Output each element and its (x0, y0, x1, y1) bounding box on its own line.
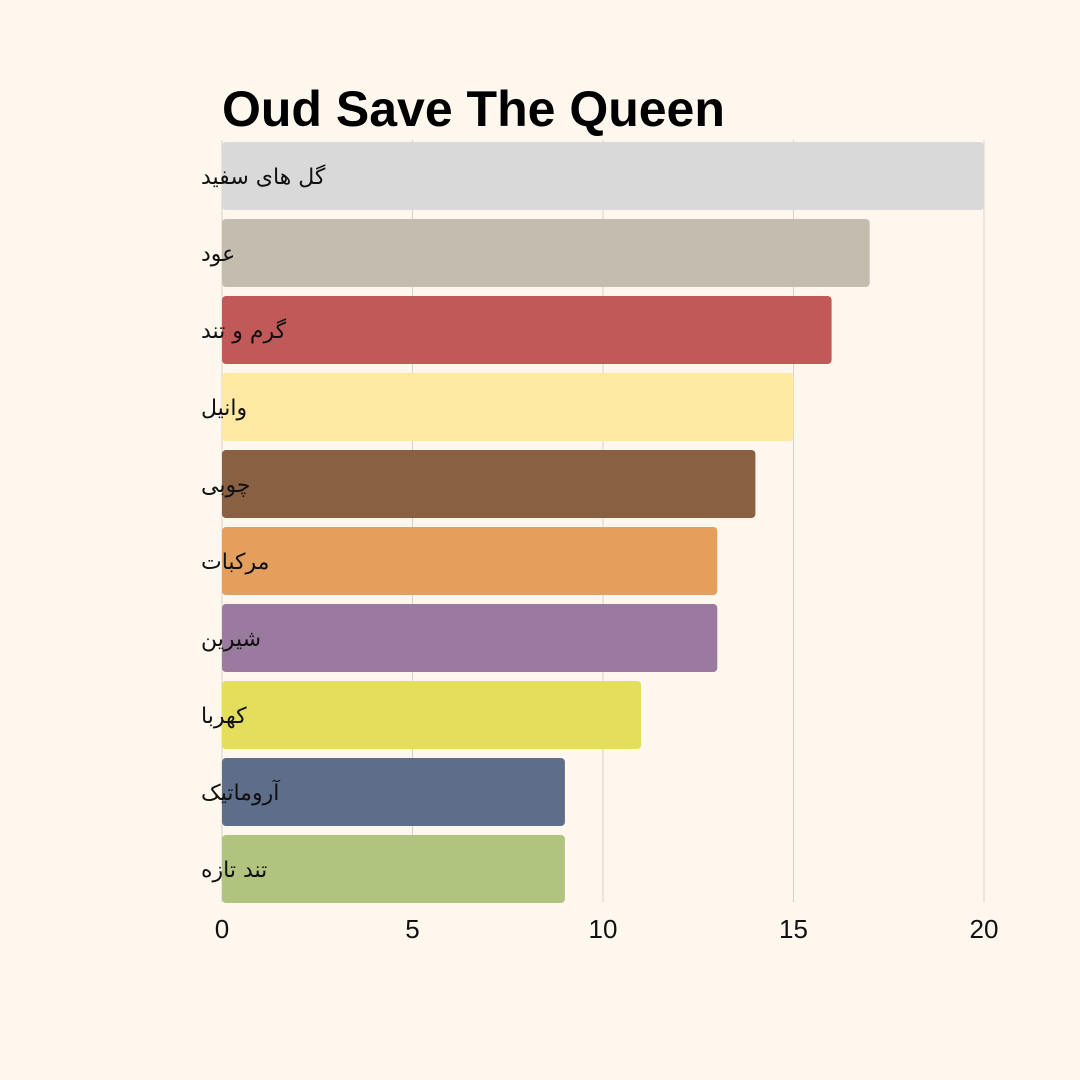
chart-title: Oud Save The Queen (222, 81, 725, 137)
category-label-8: کهربا (201, 704, 247, 729)
x-tick-label-20: 20 (970, 914, 999, 944)
category-label-layer: گل های سفید عود گرم و تند وانیل چوبی مرکبات شی… (201, 164, 326, 883)
bar-5 (222, 450, 756, 518)
bar-layer (222, 142, 984, 903)
bar-2 (222, 219, 870, 287)
bar-10 (222, 835, 565, 903)
bar-6 (222, 527, 718, 595)
category-label-5: چوبی (201, 473, 250, 498)
bar-3 (222, 296, 832, 364)
category-label-1: گل های سفید (201, 164, 326, 190)
category-label-6: مرکبات (201, 550, 269, 575)
category-label-3: گرم و تند (201, 318, 287, 344)
category-label-9: آروماتیک (201, 779, 280, 806)
bar-9 (222, 758, 565, 826)
category-label-7: شیرین (201, 627, 261, 652)
x-tick-label-5: 5 (405, 914, 419, 944)
bar-1 (222, 142, 984, 210)
category-label-2: عود (201, 242, 235, 267)
category-label-10: تند تازه (201, 858, 267, 883)
x-tick-label-10: 10 (589, 914, 618, 944)
x-tick-layer: 0 5 10 15 20 (215, 914, 999, 944)
bar-7 (222, 604, 718, 672)
x-tick-label-15: 15 (779, 914, 808, 944)
x-tick-label-0: 0 (215, 914, 229, 944)
category-label-4: وانیل (201, 396, 247, 421)
bar-4 (222, 373, 794, 441)
bar-8 (222, 681, 642, 749)
